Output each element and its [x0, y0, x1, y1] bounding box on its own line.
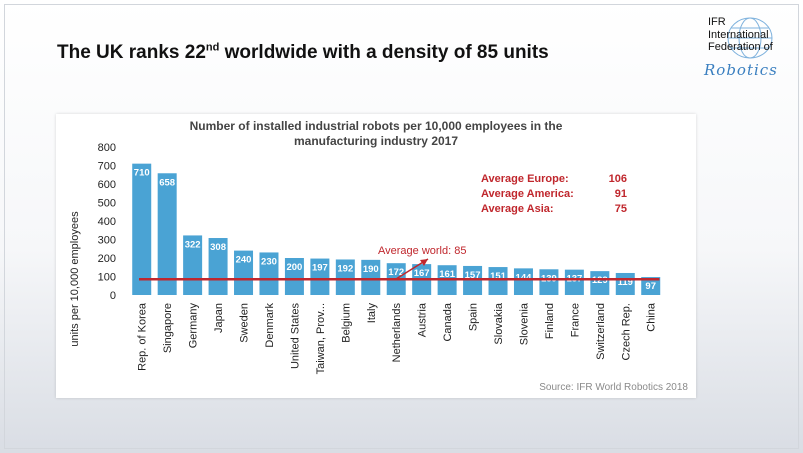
logo-line-1: IFR — [708, 16, 726, 28]
x-tick-label: Czech Rep. — [620, 303, 632, 360]
logo-globe-icon — [727, 17, 773, 59]
bar-14 — [488, 267, 508, 295]
x-tick-label: Germany — [188, 303, 200, 349]
bar-value-label: 151 — [490, 271, 507, 282]
bar-15 — [513, 268, 533, 295]
regional-averages: Average Europe: 106 Average America: 91 Aver… — [481, 173, 627, 215]
title-superscript: nd — [205, 41, 220, 54]
ifr-logo: IFR International Federation of Robotics — [700, 16, 795, 79]
y-tick-label: 100 — [98, 272, 116, 284]
bar-value-label: 240 — [236, 255, 252, 266]
logo-script: Robotics — [704, 61, 778, 79]
regional-average-name: Average Europe: — [481, 173, 569, 185]
x-tick-label: Taiwan, Prov... — [315, 303, 327, 374]
bar-value-label: 119 — [618, 277, 633, 288]
x-tick-label: Austria — [417, 302, 429, 337]
chart-title-line-2: manufacturing industry 2017 — [294, 134, 458, 148]
x-tick-label: China — [646, 302, 658, 332]
regional-average-value: 106 — [609, 173, 627, 185]
bar-value-label: 144 — [516, 272, 533, 283]
bar-value-label: 197 — [312, 263, 328, 274]
x-tick-label: Singapore — [162, 303, 174, 353]
bar-20 — [641, 277, 661, 295]
bar-value-label: 308 — [210, 242, 226, 253]
bar-value-label: 157 — [465, 270, 481, 281]
bar-value-label: 230 — [261, 256, 277, 267]
x-tick-label: Italy — [366, 303, 378, 324]
x-tick-label: Netherlands — [391, 303, 403, 363]
bar-value-label: 167 — [414, 268, 430, 279]
x-tick-label: Switzerland — [595, 303, 607, 360]
y-tick-label: 0 — [110, 290, 116, 302]
bar-16 — [539, 269, 559, 295]
average-world-group: Average world: 85 — [139, 245, 660, 281]
bar-4 — [234, 250, 254, 295]
x-tick-label: Belgium — [340, 303, 352, 343]
bar-value-label: 658 — [159, 177, 175, 188]
slide-title: The UK ranks 22nd worldwide with a densi… — [57, 41, 549, 63]
bar-value-label: 190 — [363, 264, 379, 275]
x-axis-labels: Rep. of Korea Singapore Germany Japan Sweden… — [137, 302, 658, 374]
bar-value-label: 710 — [134, 168, 150, 179]
slide-frame — [4, 4, 799, 449]
bar-6 — [284, 258, 304, 295]
bar-value-label: 200 — [286, 262, 302, 273]
chart-panel: Number of installed industrial robots pe… — [56, 114, 696, 398]
bar-value-label: 322 — [185, 239, 201, 250]
x-tick-label: Spain — [468, 303, 480, 331]
y-tick-label: 700 — [98, 161, 116, 173]
logo-line-3: Federation of — [708, 41, 773, 53]
x-tick-label: Denmark — [264, 303, 276, 348]
x-tick-label: Finland — [544, 303, 556, 339]
regional-average-name: Average Asia: — [481, 203, 554, 215]
average-world-label: Average world: 85 — [378, 245, 466, 257]
y-tick-label: 600 — [98, 179, 116, 191]
bar-1 — [157, 173, 177, 295]
bar-chart: Number of installed industrial robots pe… — [69, 119, 688, 393]
x-tick-label: Slovakia — [493, 302, 505, 344]
bar-value-label: 192 — [337, 263, 353, 274]
x-tick-label: Sweden — [239, 303, 251, 343]
bar-7 — [310, 258, 330, 295]
arrow-head-icon — [420, 259, 428, 266]
bar-value-label: 129 — [592, 275, 608, 286]
y-axis-label: units per 10,000 employees — [69, 211, 81, 347]
bar-value-label: 172 — [388, 267, 404, 278]
x-tick-label: Japan — [213, 303, 225, 333]
y-tick-label: 300 — [98, 235, 116, 247]
bar-value-label: 161 — [439, 269, 456, 280]
y-tick-label: 800 — [98, 142, 116, 154]
x-tick-label: United States — [289, 303, 301, 370]
regional-average-value: 75 — [615, 203, 627, 215]
logo-text: IFR International Federation of — [708, 16, 773, 54]
bar-8 — [335, 259, 355, 295]
regional-average-name: Average America: — [481, 188, 574, 200]
x-tick-label: Rep. of Korea — [137, 302, 149, 371]
logo-line-2: International — [708, 28, 769, 41]
bar-3 — [208, 238, 228, 295]
regional-average-value: 91 — [615, 188, 627, 200]
bar-9 — [361, 259, 381, 295]
y-tick-label: 200 — [98, 253, 116, 265]
y-tick-label: 500 — [98, 198, 116, 210]
bar-18 — [590, 271, 610, 295]
bar-5 — [259, 252, 279, 295]
x-tick-label: Slovenia — [518, 302, 530, 345]
bar-value-label: 97 — [645, 281, 656, 292]
bar-17 — [564, 269, 584, 295]
x-tick-label: Canada — [442, 302, 454, 341]
source-note: Source: IFR World Robotics 2018 — [539, 382, 688, 393]
chart-title-line-1: Number of installed industrial robots pe… — [190, 119, 563, 133]
y-axis-ticks: 0 100 200 300 400 500 600 700 800 — [98, 142, 116, 302]
bar-0 — [132, 163, 152, 295]
y-tick-label: 400 — [98, 216, 116, 228]
x-tick-label: France — [569, 303, 581, 337]
bars-group: 710 658 322 308 240 230 200 197 192 190 172 167 161 1… — [132, 163, 661, 295]
